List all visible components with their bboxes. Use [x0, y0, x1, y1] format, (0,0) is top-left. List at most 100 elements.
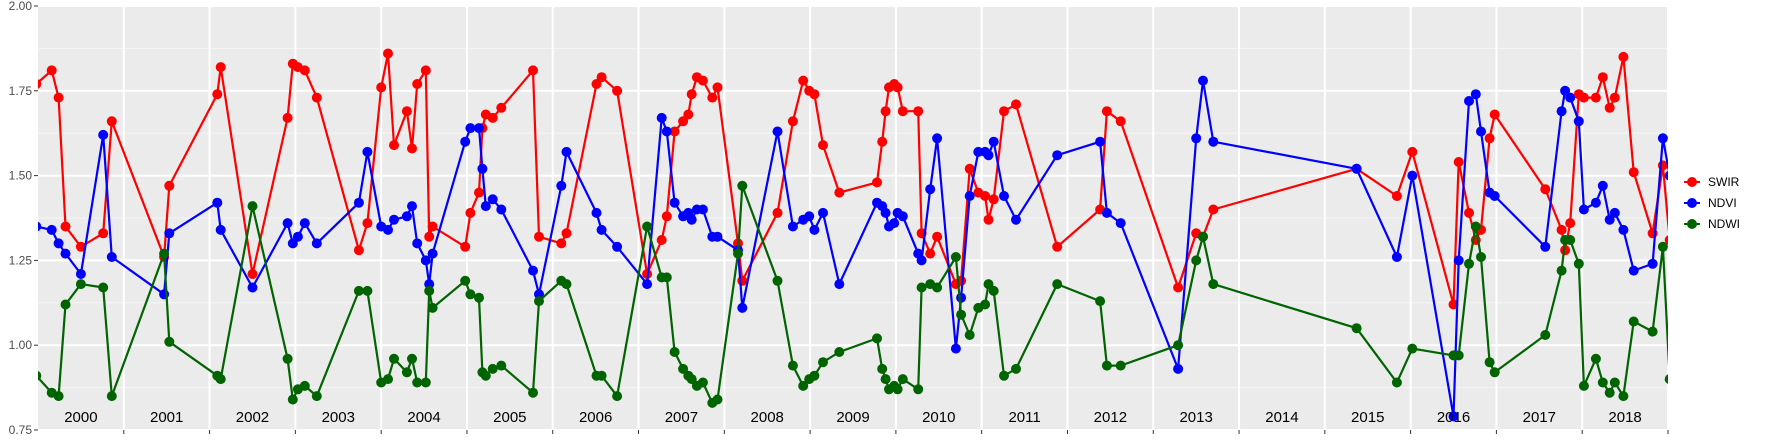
data-point-ndvi [1609, 207, 1620, 218]
data-point-swir [1208, 204, 1219, 215]
data-point-swir [38, 79, 42, 89]
data-point-swir [712, 82, 723, 93]
data-point-swir [818, 140, 828, 151]
data-point-ndwi [892, 384, 903, 395]
data-point-ndwi [534, 296, 544, 307]
year-label: 2012 [1094, 409, 1127, 426]
data-point-ndwi [1052, 279, 1063, 290]
data-point-swir [737, 275, 748, 286]
year-label: 2002 [236, 409, 269, 426]
data-point-ndvi [1691, 160, 1701, 170]
data-point-ndvi [1173, 363, 1184, 374]
data-point-swir [591, 79, 602, 89]
data-point-swir [106, 116, 117, 127]
data-point-ndvi [1697, 164, 1707, 174]
legend-key-marker [1687, 177, 1697, 187]
data-point-swir [1489, 109, 1500, 120]
data-point-swir [964, 163, 975, 174]
data-point-ndvi [556, 180, 567, 191]
year-label: 2005 [493, 409, 526, 426]
year-label: 2011 [1008, 409, 1040, 426]
y-tick-label: 1.25 [9, 253, 33, 267]
data-point-ndvi [642, 279, 653, 290]
data-point-ndvi [1560, 85, 1571, 96]
data-point-ndvi [477, 163, 488, 174]
data-point-ndwi [1095, 296, 1106, 307]
data-point-swir [487, 112, 498, 123]
data-point-ndwi [642, 221, 653, 232]
data-point-ndvi [596, 224, 607, 235]
data-point-ndwi [1682, 245, 1692, 255]
data-point-ndwi [1590, 353, 1601, 364]
data-point-ndvi [1703, 252, 1713, 262]
data-point-ndwi [247, 201, 258, 212]
data-point-swir [496, 102, 507, 113]
data-point-ndvi [353, 197, 364, 208]
data-point-ndvi [215, 224, 226, 235]
data-point-ndwi [686, 374, 697, 385]
data-point-ndvi [1664, 170, 1668, 181]
data-point-ndwi [661, 272, 672, 283]
data-point-ndvi [106, 252, 117, 262]
data-point-ndwi [1489, 367, 1500, 378]
year-label: 2013 [1179, 409, 1212, 426]
y-tick-label: 1.50 [9, 169, 33, 183]
data-point-swir [465, 207, 476, 218]
data-point-swir [612, 85, 623, 96]
data-point-ndwi [809, 370, 820, 381]
data-point-swir [353, 245, 364, 256]
data-point-swir [1697, 86, 1707, 96]
data-point-ndvi [75, 269, 86, 279]
data-point-ndvi [1578, 204, 1589, 215]
data-point-ndvi [1391, 252, 1402, 262]
data-point-ndwi [427, 302, 438, 313]
data-point-ndvi [925, 184, 936, 195]
data-point-ndwi [999, 370, 1009, 381]
data-point-swir [1691, 93, 1701, 103]
data-point-ndwi [1115, 360, 1126, 371]
data-point-ndwi [872, 333, 882, 344]
data-point-swir [1464, 207, 1474, 218]
year-label: 2004 [407, 409, 440, 426]
data-point-swir [528, 65, 538, 76]
minor-gridlines [38, 47, 1668, 389]
data-point-ndvi [669, 197, 680, 208]
data-point-ndwi [1453, 350, 1464, 361]
data-point-ndwi [916, 282, 927, 293]
data-point-swir [46, 65, 57, 76]
data-point-swir [707, 92, 718, 103]
data-point-ndwi [1609, 377, 1620, 388]
data-point-swir [383, 48, 393, 59]
data-point-ndvi [1011, 214, 1021, 225]
data-point-swir [389, 140, 399, 151]
data-point-ndwi [487, 363, 498, 374]
data-point-ndvi [311, 238, 322, 249]
data-point-swir [1391, 191, 1402, 201]
data-point-ndwi [880, 374, 891, 385]
x-axis [123, 430, 1669, 434]
data-point-swir [1484, 133, 1495, 144]
data-point-ndvi [1565, 92, 1576, 103]
data-point-swir [980, 191, 991, 201]
data-point-ndvi [1470, 89, 1481, 100]
data-point-ndwi [460, 275, 471, 286]
data-point-ndwi [159, 248, 170, 259]
data-point-ndvi [1464, 96, 1474, 106]
data-point-swir [98, 228, 109, 239]
data-point-ndwi [353, 285, 364, 296]
data-point-swir [460, 241, 471, 252]
data-point-swir [661, 211, 672, 222]
data-point-ndvi [1618, 224, 1629, 235]
data-point-swir [988, 194, 999, 205]
data-point-swir [999, 106, 1009, 117]
data-point-ndwi [834, 347, 845, 357]
data-point-swir [669, 126, 680, 137]
data-point-swir [678, 116, 689, 127]
year-label: 2009 [836, 409, 869, 426]
data-point-ndvi [932, 133, 943, 144]
data-point-swir [1407, 146, 1418, 157]
data-point-ndvi [60, 248, 71, 259]
data-point-ndwi [1677, 279, 1687, 289]
data-point-ndvi [1556, 106, 1567, 117]
data-point-ndvi [212, 197, 223, 208]
